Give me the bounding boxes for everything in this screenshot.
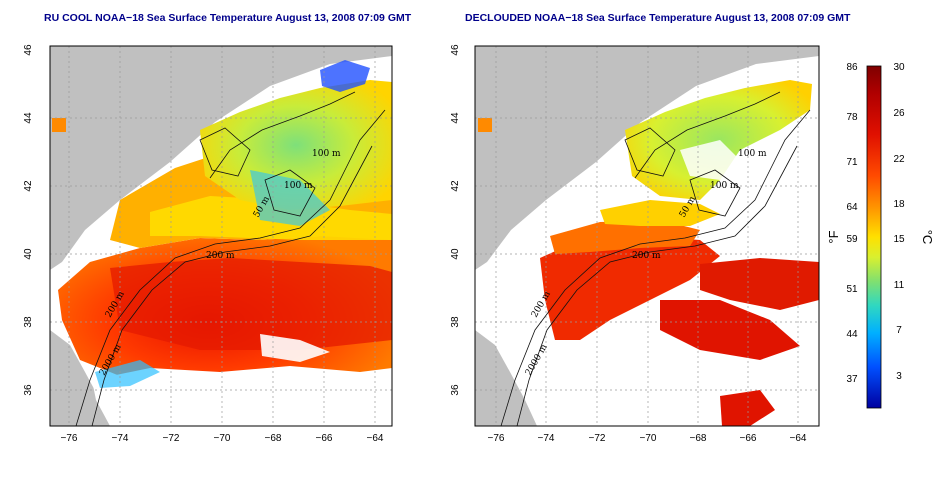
right-x-tick-64: −64	[790, 433, 807, 444]
f-tick-44: 44	[846, 329, 858, 340]
right-x-tick-74: −74	[538, 433, 555, 444]
right-y-tick-44: 44	[450, 112, 461, 124]
left-gulf-of-maine	[200, 80, 392, 210]
left-bathymetry-contours	[75, 91, 386, 426]
left-y-tick-46: 46	[23, 44, 34, 56]
left-contour-label-200m-a: 200 m	[206, 251, 235, 261]
left-map-frame	[49, 45, 393, 427]
left-land-midatlantic	[50, 330, 112, 426]
left-x-tick-64: −64	[367, 433, 384, 444]
left-cloud-region	[92, 366, 392, 426]
right-patch-nw	[478, 118, 492, 132]
left-x-tick-66: −66	[316, 433, 333, 444]
right-bathymetry-contours	[500, 91, 811, 426]
left-x-tick-74: −74	[112, 433, 129, 444]
left-cloud-patch	[260, 334, 330, 362]
colorbar-gradient	[866, 65, 882, 409]
right-warm-patch-south	[660, 300, 800, 360]
colorbar-celsius-ticks: 30 26 22 18 15 11 7 3	[893, 62, 905, 382]
left-y-tick-42: 42	[23, 180, 34, 192]
right-y-tick-42: 42	[450, 180, 461, 192]
temperature-colorbar: 86 78 71 64 59 51 44 37 30 26 22 18 15 1…	[826, 62, 935, 409]
c-tick-26: 26	[893, 108, 905, 119]
left-graticule	[50, 46, 392, 426]
right-land-midatlantic	[475, 330, 537, 426]
f-tick-59: 59	[846, 234, 858, 245]
left-panel-title: RU COOL NOAA−18 Sea Surface Temperature …	[44, 12, 412, 24]
c-tick-3: 3	[896, 371, 902, 382]
right-y-tick-40: 40	[450, 248, 461, 260]
right-contour-label-100m-b: 100 m	[710, 181, 739, 191]
right-x-tick-72: −72	[589, 433, 606, 444]
left-x-tick-68: −68	[265, 433, 282, 444]
right-warm-band	[550, 220, 700, 254]
left-cold-pocket	[320, 60, 370, 92]
left-y-tick-44: 44	[23, 112, 34, 124]
left-cool-filament	[95, 360, 160, 388]
right-warm-water-main	[540, 236, 720, 340]
right-contour-label-200m-a: 200 m	[632, 251, 661, 261]
right-warm-patch-east	[700, 258, 819, 310]
right-x-tick-70: −70	[640, 433, 657, 444]
right-slope-water	[600, 200, 720, 226]
f-tick-64: 64	[846, 202, 858, 213]
c-tick-15: 15	[893, 234, 905, 245]
right-y-axis: 46 44 42 40 38 36	[450, 44, 461, 396]
c-tick-30: 30	[893, 62, 905, 73]
right-y-tick-36: 36	[450, 384, 461, 396]
f-tick-51: 51	[846, 284, 858, 295]
left-x-axis: −76 −74 −72 −70 −68 −66 −64	[61, 433, 384, 444]
fahrenheit-unit-label: °F	[826, 230, 841, 243]
right-map-frame	[474, 45, 820, 427]
right-x-tick-66: −66	[740, 433, 757, 444]
left-sst-map: 100 m 100 m 50 m 200 m 200 m 2000 m	[50, 46, 392, 426]
left-patch-nw	[52, 118, 66, 132]
c-tick-22: 22	[893, 154, 905, 165]
right-x-axis: −76 −74 −72 −70 −68 −66 −64	[488, 433, 807, 444]
left-y-tick-38: 38	[23, 316, 34, 328]
f-tick-78: 78	[846, 112, 858, 123]
colorbar-fahrenheit-ticks: 86 78 71 64 59 51 44 37	[846, 62, 858, 385]
c-tick-7: 7	[896, 325, 902, 336]
c-tick-18: 18	[893, 199, 905, 210]
left-y-tick-40: 40	[23, 248, 34, 260]
right-x-tick-68: −68	[690, 433, 707, 444]
right-warm-patch-se	[720, 390, 775, 426]
c-tick-11: 11	[894, 280, 905, 291]
left-land-northeast	[50, 46, 392, 270]
f-tick-71: 71	[846, 157, 858, 168]
left-gulfstream-core	[110, 258, 392, 350]
right-contour-label-100m-a: 100 m	[738, 149, 767, 159]
left-x-tick-72: −72	[163, 433, 180, 444]
f-tick-86: 86	[846, 62, 858, 73]
right-land-northeast	[475, 46, 819, 270]
right-cloud-gap	[680, 140, 740, 180]
celsius-unit-label: °C	[920, 230, 935, 245]
left-georges-bank-cool	[250, 170, 330, 226]
right-y-tick-46: 46	[450, 44, 461, 56]
right-x-tick-76: −76	[488, 433, 505, 444]
left-x-tick-76: −76	[61, 433, 78, 444]
left-y-axis: 46 44 42 40 38 36	[23, 44, 34, 396]
right-y-tick-38: 38	[450, 316, 461, 328]
left-y-tick-36: 36	[23, 384, 34, 396]
left-contour-label-100m-a: 100 m	[312, 149, 341, 159]
left-contour-label-100m-b: 100 m	[284, 181, 313, 191]
right-gulf-of-maine	[625, 80, 812, 200]
f-tick-37: 37	[846, 374, 858, 385]
left-x-tick-70: −70	[214, 433, 231, 444]
right-panel-title: DECLOUDED NOAA−18 Sea Surface Temperatur…	[465, 12, 851, 24]
right-sst-map: 100 m 100 m 50 m 200 m 200 m 2000 m	[475, 46, 819, 426]
